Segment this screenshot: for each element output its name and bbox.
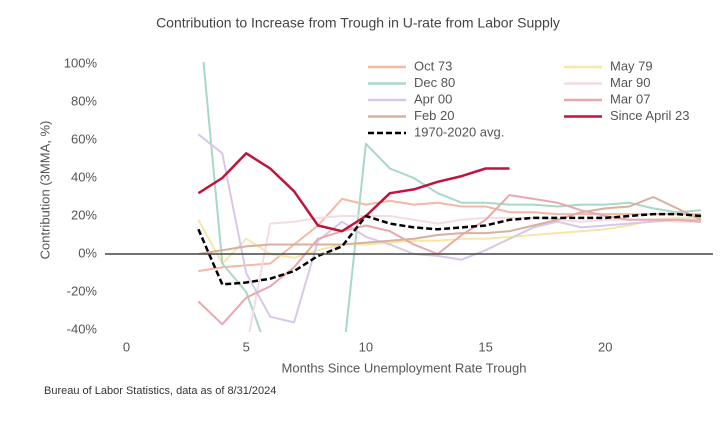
series-line [198, 196, 702, 255]
y-tick-label: 20% [71, 207, 97, 222]
legend-label: 1970-2020 avg. [414, 124, 504, 139]
y-tick-label: 80% [71, 93, 97, 108]
x-tick-label: 15 [478, 339, 492, 354]
series-line [197, 133, 701, 324]
legend-label: Mar 90 [610, 75, 650, 90]
series-line [197, 212, 702, 286]
y-tick-label: 100% [64, 55, 98, 70]
x-tick-label: 0 [123, 339, 130, 354]
series-line [202, 62, 702, 332]
y-tick-label: -20% [67, 283, 98, 298]
source-note: Bureau of Labor Statistics, data as of 8… [44, 385, 276, 397]
x-tick-label: 20 [598, 339, 612, 354]
chart-title: Contribution to Increase from Trough in … [156, 15, 560, 31]
series-line [197, 216, 701, 265]
plot-area [197, 62, 702, 332]
y-axis-label: Contribution (3MMA, %) [37, 121, 52, 260]
x-tick-label: 10 [359, 339, 373, 354]
x-axis-label: Months Since Unemployment Rate Trough [282, 360, 527, 375]
legend-label: Apr 00 [414, 91, 452, 106]
y-tick-label: 40% [71, 169, 97, 184]
legend-label: Dec 80 [414, 75, 455, 90]
y-tick-label: -40% [67, 321, 98, 336]
legend-label: Since April 23 [610, 108, 690, 123]
y-tick-label: 0% [78, 245, 97, 260]
x-tick-label: 5 [243, 339, 250, 354]
legend-label: Oct 73 [414, 58, 452, 73]
series-line [248, 215, 701, 332]
legend-label: May 79 [610, 58, 653, 73]
series-line [197, 152, 510, 233]
y-tick-label: 60% [71, 131, 97, 146]
legend-label: Mar 07 [610, 91, 650, 106]
legend-label: Feb 20 [414, 108, 454, 123]
